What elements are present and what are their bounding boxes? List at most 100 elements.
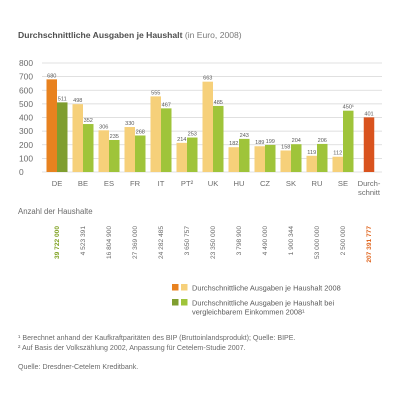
category-label: schnitt [358,188,381,197]
category-label: FR [130,179,141,188]
data-label: 119 [307,150,316,156]
legend-label: vergleichbarem Einkommen 2008¹ [192,308,305,317]
household-count: 53 000 000 [314,226,321,259]
legend-swatch [181,284,188,291]
household-count: 2 500 000 [340,226,347,256]
source-note: Quelle: Dresdner-Cetelem Kreditbank. [18,363,139,371]
chart-title-main: Durchschnittliche Ausgaben je Haushalt [18,30,183,40]
category-label: SE [338,179,348,188]
y-tick-label: 400 [19,113,33,123]
category-label: CZ [260,179,270,188]
household-count: 39 722 000 [54,226,61,259]
y-tick-label: 100 [19,153,33,163]
data-label: 182 [229,141,238,147]
data-label: 253 [188,132,197,138]
bar-series-2 [213,105,224,172]
category-label: SK [286,179,296,188]
bar-series-2 [239,138,250,172]
legend-swatch [172,284,179,291]
category-label: Durch- [358,179,381,188]
data-label: 498 [73,98,82,104]
y-tick-label: 200 [19,140,33,150]
category-label: PT² [181,179,194,188]
bar-series-1 [124,127,135,172]
data-label: 485 [214,100,223,106]
data-label: 352 [84,118,93,124]
bar-series-1 [176,142,187,172]
bar-series-2 [291,144,302,172]
data-label: 450¹ [343,105,354,111]
category-label: HU [234,179,245,188]
data-label: 268 [136,129,145,135]
household-count: 3 798 900 [236,226,243,256]
category-label: UK [208,179,219,188]
household-count: 4 523 391 [80,226,87,256]
bar-series-1 [228,147,239,172]
chart-title-unit: (in Euro, 2008) [184,30,242,40]
household-count: 1 900 344 [288,226,295,256]
data-label: 189 [255,140,264,146]
data-label: 243 [240,133,249,139]
bar-series-2 [83,124,94,172]
y-tick-label: 700 [19,72,33,82]
bar-series-1 [254,146,265,172]
category-label: RU [312,179,323,188]
data-label: 214 [177,137,186,143]
y-tick-label: 0 [19,167,24,177]
y-tick-label: 500 [19,99,33,109]
household-count: 24 282 485 [158,226,165,259]
category-label: DE [52,179,63,188]
data-label: 555 [151,90,160,96]
data-label: 158 [281,144,290,150]
data-label: 663 [203,76,212,82]
data-label: 235 [110,134,119,140]
y-tick-label: 300 [19,126,33,136]
household-count: 3 650 757 [184,226,191,256]
data-label: 330 [125,121,134,127]
data-label: 467 [162,102,171,108]
bar-series-2 [57,102,68,172]
bar-series-1 [306,155,317,172]
legend-label: Durchschnittliche Ausgaben je Haushalt 2… [192,284,341,293]
data-label: 206 [318,138,327,144]
bar-series-1 [280,150,291,172]
bar-series-2 [161,108,172,172]
bar-series-2 [317,143,328,172]
data-label: 204 [292,138,301,144]
bar-series-1 [72,104,83,172]
data-label: 680 [47,73,56,79]
footnote-2: ² Auf Basis der Volkszählung 2002, Anpas… [18,344,246,352]
household-count: 16 804 900 [106,226,113,259]
bar-series-1 [46,79,57,172]
bar-series-2 [135,135,146,172]
chart-title: Durchschnittliche Ausgaben je Haushalt (… [18,30,242,40]
data-label: 306 [99,124,108,130]
households-label: Anzahl der Haushalte [18,207,93,216]
bar-series-1 [98,130,109,172]
data-label: 112 [333,151,342,157]
legend-label: Durchschnittliche Ausgaben je Haushalt b… [192,299,335,308]
bar-series-2 [109,139,120,172]
household-count: 207 391 777 [366,226,373,263]
y-tick-label: 800 [19,58,33,68]
data-label: 511 [58,96,67,102]
household-count: 23 350 000 [210,226,217,259]
legend-swatch [181,299,188,306]
bar-series-2 [343,110,354,172]
footnote-1: ¹ Berechnet anhand der Kaufkraftparitäte… [18,334,296,342]
legend-swatch [172,299,179,306]
bar-series-2 [187,137,198,172]
household-count: 4 490 000 [262,226,269,256]
data-label: 199 [266,139,275,145]
data-label: 401 [364,111,373,117]
household-count: 27 369 000 [132,226,139,259]
category-label: IT [158,179,165,188]
y-tick-label: 600 [19,85,33,95]
bar-series-2 [265,144,276,172]
bar-average [363,117,375,172]
bar-series-1 [202,81,213,172]
bar-series-1 [150,96,161,172]
category-label: BE [78,179,88,188]
